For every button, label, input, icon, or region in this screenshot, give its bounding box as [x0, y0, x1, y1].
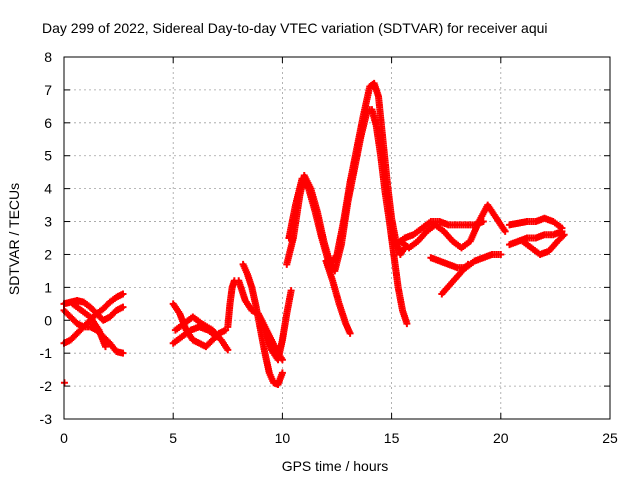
y-tick-label: 8	[44, 49, 52, 65]
y-tick-label: 5	[44, 148, 52, 164]
data-point	[287, 287, 295, 295]
series-arc-4	[69, 300, 109, 351]
y-tick-labels: -3 -2 -1 0 1 2 3 4 5 6 7 8	[40, 49, 53, 427]
series-arc-8	[224, 277, 238, 331]
x-tick-label: 0	[60, 430, 68, 446]
data-point	[497, 250, 505, 258]
data-point	[464, 260, 472, 268]
y-tick-label: -3	[40, 411, 53, 427]
series-arc-18	[438, 260, 472, 298]
data-point	[101, 343, 109, 351]
data-point	[278, 369, 286, 377]
y-tick-label: 6	[44, 115, 52, 131]
data-point	[501, 227, 509, 235]
series-arc-11	[261, 287, 295, 364]
data-point	[559, 232, 567, 240]
series-arc-16	[396, 201, 509, 252]
series-arc-3	[60, 290, 127, 347]
x-tick-labels: 0 5 10 15 20 25	[60, 430, 618, 446]
series-arc-9	[239, 260, 286, 388]
y-tick-label: 7	[44, 82, 52, 98]
x-tick-label: 15	[384, 430, 400, 446]
y-tick-label: 4	[44, 181, 52, 197]
plot-frame	[63, 56, 611, 420]
y-tick-label: 1	[44, 279, 52, 295]
y-axis-label: SDTVAR / TECUs	[6, 183, 22, 295]
data-point	[560, 231, 568, 239]
data-point	[346, 329, 354, 337]
series-arc-7	[171, 313, 232, 354]
series-arc-10	[235, 277, 286, 364]
axis-ticks	[63, 56, 611, 420]
y-tick-label: -2	[40, 378, 53, 394]
x-tick-label: 20	[493, 430, 509, 446]
data-point	[119, 349, 127, 357]
x-tick-label: 5	[169, 430, 177, 446]
series-arc-21	[519, 231, 568, 258]
chart-title: Day 299 of 2022, Sidereal Day-to-day VTE…	[42, 20, 548, 36]
data-points	[60, 79, 568, 388]
data-point	[403, 320, 411, 328]
y-tick-label: 0	[44, 312, 52, 328]
grid-lines	[64, 57, 610, 419]
series-arc-19	[506, 214, 566, 232]
series-arc-13	[285, 106, 411, 328]
x-axis-label: GPS time / hours	[282, 458, 389, 474]
x-tick-label: 25	[602, 430, 618, 446]
series-arc-15	[392, 218, 487, 249]
y-tick-label: -1	[40, 345, 53, 361]
data-point	[224, 346, 232, 354]
series-arc-14	[322, 257, 354, 337]
y-tick-label: 3	[44, 214, 52, 230]
y-tick-label: 2	[44, 246, 52, 262]
data-point	[119, 290, 127, 298]
data-point	[119, 303, 127, 311]
x-tick-label: 10	[275, 430, 291, 446]
